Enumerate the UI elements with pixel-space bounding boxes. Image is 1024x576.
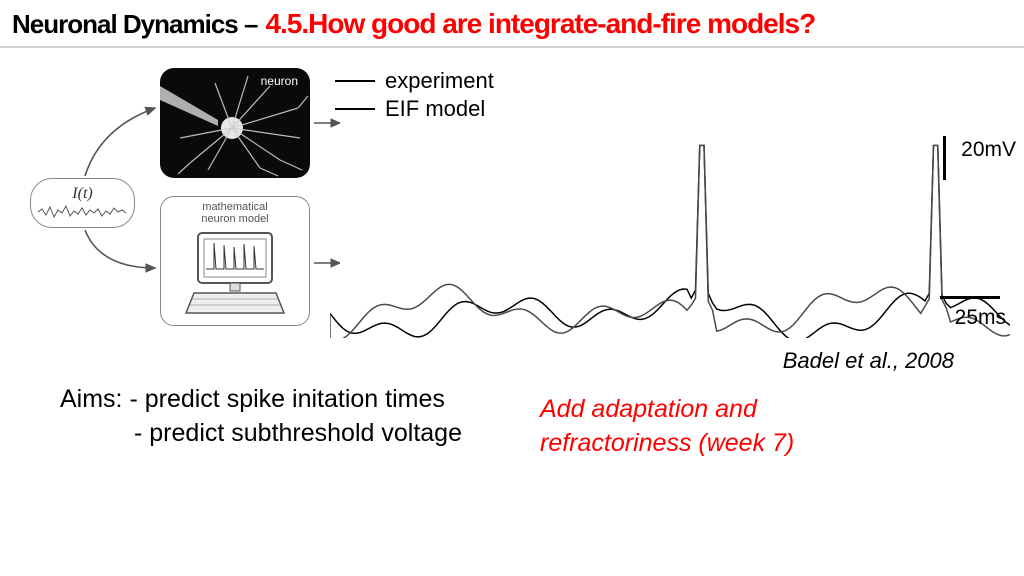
noise-icon (38, 203, 128, 221)
model-label-1: mathematical (161, 201, 309, 213)
legend-label: experiment (385, 68, 494, 94)
input-symbol: I(t) (72, 185, 92, 203)
voltage-scalebar (943, 136, 946, 180)
title-prefix: Neuronal Dynamics – (12, 9, 257, 40)
aims-block: Aims: - predict spike initation times - … (60, 383, 462, 451)
note-line: Add adaptation and (540, 395, 757, 423)
slide-content: I(t) neuron (0, 48, 1024, 574)
note-line: refractoriness (week 7) (540, 429, 794, 457)
neuron-photo-box: neuron (160, 68, 310, 178)
experiment-diagram: I(t) neuron (30, 68, 340, 328)
adaptation-note: Add adaptation and refractoriness (week … (540, 393, 794, 461)
voltage-scale-label: 20mV (961, 138, 1016, 162)
legend-line-icon (335, 80, 375, 82)
aims-item: predict subthreshold voltage (149, 419, 462, 447)
aims-item: predict spike initation times (145, 385, 445, 413)
title-main: 4.5.How good are integrate-and-fire mode… (265, 8, 815, 40)
input-current-box: I(t) (30, 178, 135, 228)
model-label-2: neuron model (161, 213, 309, 225)
legend-item: experiment (335, 68, 494, 94)
time-scale-label: 25ms (955, 306, 1006, 330)
time-scalebar (940, 296, 1000, 299)
neuron-label: neuron (261, 74, 298, 88)
voltage-trace-chart (330, 108, 1010, 338)
computer-icon (180, 227, 290, 319)
aims-label: Aims: (60, 385, 123, 413)
title-bar: Neuronal Dynamics – 4.5.How good are int… (0, 0, 1024, 48)
model-box: mathematical neuron model (160, 196, 310, 326)
citation: Badel et al., 2008 (783, 348, 954, 374)
